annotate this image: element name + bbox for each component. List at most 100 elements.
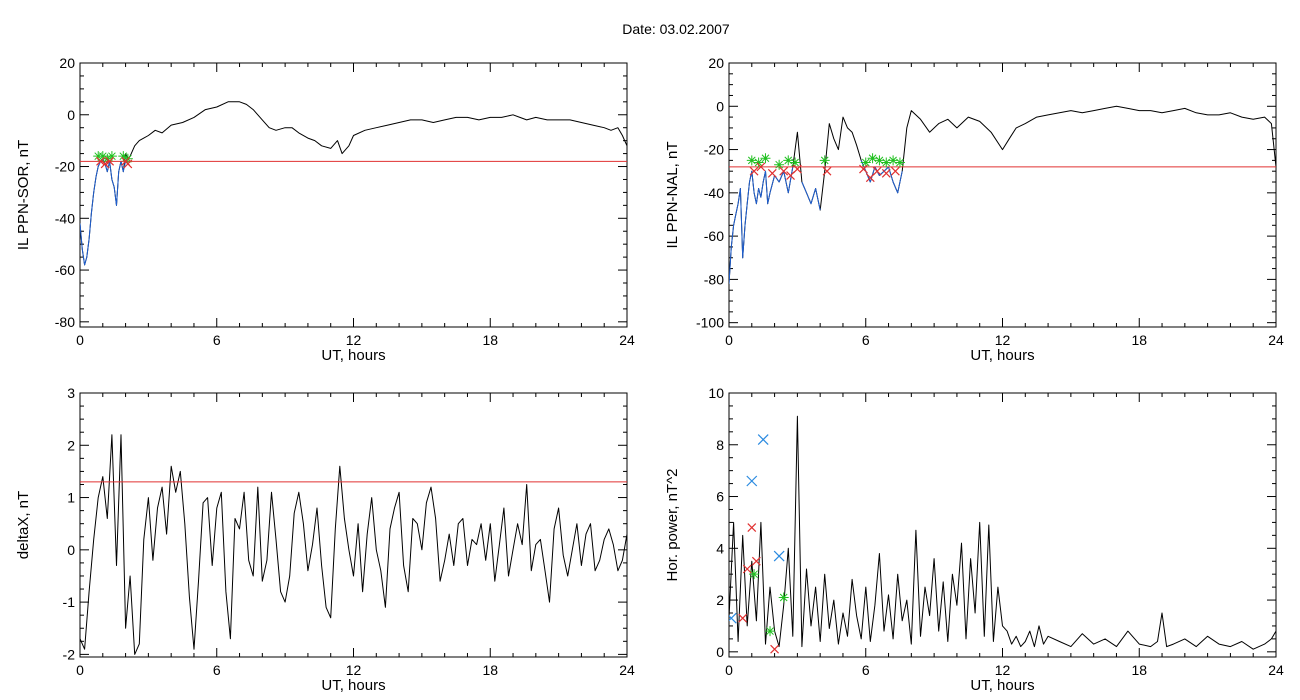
blue-marker (773, 550, 785, 562)
red-marker (749, 166, 759, 176)
figure-title: Date: 03.02.2007 (622, 21, 730, 37)
green-marker (860, 157, 871, 168)
red-marker (890, 166, 900, 176)
blue-marker (729, 612, 737, 624)
x-tick-label: 18 (1131, 662, 1147, 678)
x-tick-label: 12 (346, 662, 362, 678)
y-tick-label: 20 (59, 55, 75, 71)
plot-area (729, 105, 1276, 284)
y-tick-label: 0 (67, 542, 75, 558)
y-axis-label: Hor. power, nT^2 (664, 469, 681, 582)
green-marker (894, 157, 905, 168)
green-marker (778, 592, 789, 603)
y-tick-label: 6 (716, 489, 724, 505)
green-marker (819, 155, 830, 166)
y-tick-label: -60 (704, 228, 724, 244)
x-tick-label: 24 (619, 332, 635, 348)
y-axis-label: IL PPN-NAL, nT (664, 142, 681, 249)
x-tick-label: 6 (213, 662, 221, 678)
x-tick-label: 6 (213, 332, 221, 348)
x-tick-label: 12 (995, 332, 1011, 348)
y-tick-label: -100 (696, 315, 724, 331)
y-tick-label: 3 (67, 385, 75, 401)
red-marker (738, 613, 748, 623)
series-line (729, 105, 1276, 284)
red-marker (100, 159, 110, 169)
red-marker (767, 168, 777, 178)
red-marker (96, 156, 105, 166)
y-tick-label: -20 (55, 159, 75, 175)
green-marker (790, 157, 801, 168)
blue-marker (757, 434, 769, 446)
red-marker (859, 164, 868, 174)
red-marker (751, 556, 761, 566)
x-tick-label: 18 (482, 332, 498, 348)
y-tick-label: -2 (63, 646, 76, 662)
plot-frame (728, 392, 1277, 658)
green-marker (746, 155, 757, 166)
panel-ppn-sor: 0 6 12 18 24 -80 -60 -40 -20 0 20 UT, hours IL PPN-S… (15, 55, 635, 364)
green-marker (753, 157, 764, 168)
red-marker (881, 168, 891, 178)
y-tick-label: -40 (55, 210, 75, 226)
x-tick-label: 18 (482, 662, 498, 678)
y-tick-label: 2 (716, 592, 724, 608)
blue-marker (746, 475, 758, 487)
red-marker (747, 523, 757, 533)
green-marker (106, 151, 117, 162)
red-marker (105, 156, 115, 166)
green-marker (867, 153, 878, 164)
x-tick-label: 6 (862, 662, 870, 678)
y-tick-label: -80 (55, 314, 75, 330)
y-tick-label: 4 (716, 540, 724, 556)
y-axis-label: deltaX, nT (15, 491, 32, 559)
series-line (729, 415, 1276, 650)
red-marker (770, 644, 780, 654)
red-marker (756, 162, 766, 172)
green-marker (118, 151, 129, 162)
plot-area (729, 415, 1276, 654)
plot-frame (728, 62, 1277, 328)
green-marker (874, 155, 885, 166)
y-tick-label: 0 (67, 107, 75, 123)
highlight-segment (860, 160, 903, 194)
green-marker (765, 626, 776, 637)
red-marker (779, 166, 789, 176)
y-tick-label: 1 (67, 490, 75, 506)
x-tick-label: 24 (1268, 662, 1284, 678)
x-axis-label: UT, hours (970, 347, 1034, 364)
x-axis-label: UT, hours (321, 677, 385, 694)
x-tick-label: 0 (725, 332, 733, 348)
x-tick-label: 24 (1268, 332, 1284, 348)
red-marker (822, 166, 832, 176)
y-tick-label: -20 (704, 142, 724, 158)
y-tick-label: 0 (716, 644, 724, 660)
y-tick-label: -60 (55, 262, 75, 278)
y-axis-label: IL PPN-SOR, nT (15, 140, 32, 250)
highlight-segment (801, 181, 821, 211)
y-tick-label: 8 (716, 437, 724, 453)
plot-frame (79, 62, 628, 328)
red-marker (742, 564, 752, 574)
green-marker (749, 569, 760, 580)
y-tick-label: -1 (63, 594, 76, 610)
x-tick-label: 12 (995, 662, 1011, 678)
red-marker (792, 164, 802, 174)
y-tick-label: 0 (716, 98, 724, 114)
y-tick-label: 20 (708, 55, 724, 71)
x-tick-label: 24 (619, 662, 635, 678)
plot-area (80, 434, 627, 655)
green-marker (774, 159, 785, 170)
plot-area (80, 101, 627, 266)
green-marker (881, 157, 892, 168)
highlight-segment (729, 166, 794, 284)
red-marker (123, 159, 133, 169)
x-tick-label: 6 (862, 332, 870, 348)
plot-frame (79, 392, 628, 658)
x-axis-label: UT, hours (321, 347, 385, 364)
green-marker (783, 155, 794, 166)
green-marker (760, 153, 771, 164)
